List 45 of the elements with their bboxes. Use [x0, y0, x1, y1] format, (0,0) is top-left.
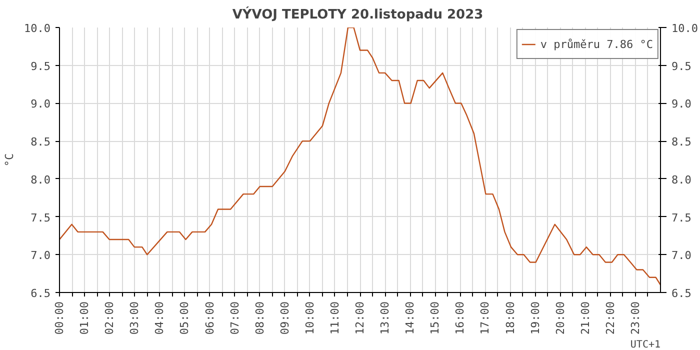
x-tick-label: 19:00 [528, 301, 542, 335]
x-tick-label: 01:00 [78, 301, 92, 335]
chart-title: VÝVOJ TEPLOTY 20.listopadu 2023 [232, 6, 484, 22]
y2-tick-label: 10.0 [672, 22, 698, 35]
x-tick-label: 07:00 [228, 301, 242, 335]
y-tick-label: 9.0 [30, 98, 51, 111]
y-tick-label: 8.0 [30, 173, 51, 186]
x-tick-label: 16:00 [454, 301, 467, 335]
x-tick-label: 10:00 [303, 301, 316, 335]
x-tick-label: 22:00 [604, 301, 617, 335]
x-tick-label: 03:00 [128, 301, 142, 335]
y-tick-label: 6.5 [30, 287, 51, 300]
x-tick-label: 20:00 [554, 301, 567, 335]
text: UTC+1 [630, 340, 661, 350]
x-tick-label: 13:00 [378, 301, 392, 335]
y-tick-label: 8.5 [30, 136, 51, 149]
y2-tick-label: 9.5 [672, 60, 692, 73]
y-tick-label: 10.0 [24, 22, 51, 35]
x-tick-label: 21:00 [578, 301, 592, 335]
line-series [60, 28, 660, 286]
x-tick-label: 00:00 [53, 301, 66, 335]
x-tick-label: 06:00 [203, 301, 216, 335]
x-tick-label: 23:00 [628, 301, 642, 335]
y-tick-label: 7.0 [30, 249, 51, 262]
x-tick-label: 08:00 [253, 301, 266, 335]
y2-tick-label: 7.0 [672, 249, 692, 262]
x-tick-label: 02:00 [103, 301, 116, 335]
y2-tick-label: 8.5 [672, 136, 692, 149]
x-tick-label: 05:00 [178, 301, 192, 335]
y2-tick-label: 8.0 [672, 173, 692, 186]
legend-label: v průměru 7.86 °C [540, 38, 653, 50]
x-tick-label: 18:00 [504, 301, 517, 335]
x-tick-label: 12:00 [354, 301, 366, 335]
x-tick-label: 15:00 [428, 301, 442, 335]
y-axis-title: °C [3, 153, 16, 167]
y2-tick-label: 7.5 [672, 211, 692, 224]
x-tick-label: 04:00 [153, 301, 166, 335]
y-tick-label: 9.5 [30, 60, 51, 73]
y2-tick-label: 9.0 [672, 98, 692, 111]
x-tick-label: 09:00 [278, 301, 292, 335]
x-tick-label: 17:00 [478, 301, 492, 335]
x-tick-label: 11:00 [328, 301, 342, 335]
x-tick-label: 14:00 [404, 301, 417, 335]
y2-tick-label: 6.5 [672, 287, 692, 300]
y-tick-label: 7.5 [30, 211, 51, 224]
